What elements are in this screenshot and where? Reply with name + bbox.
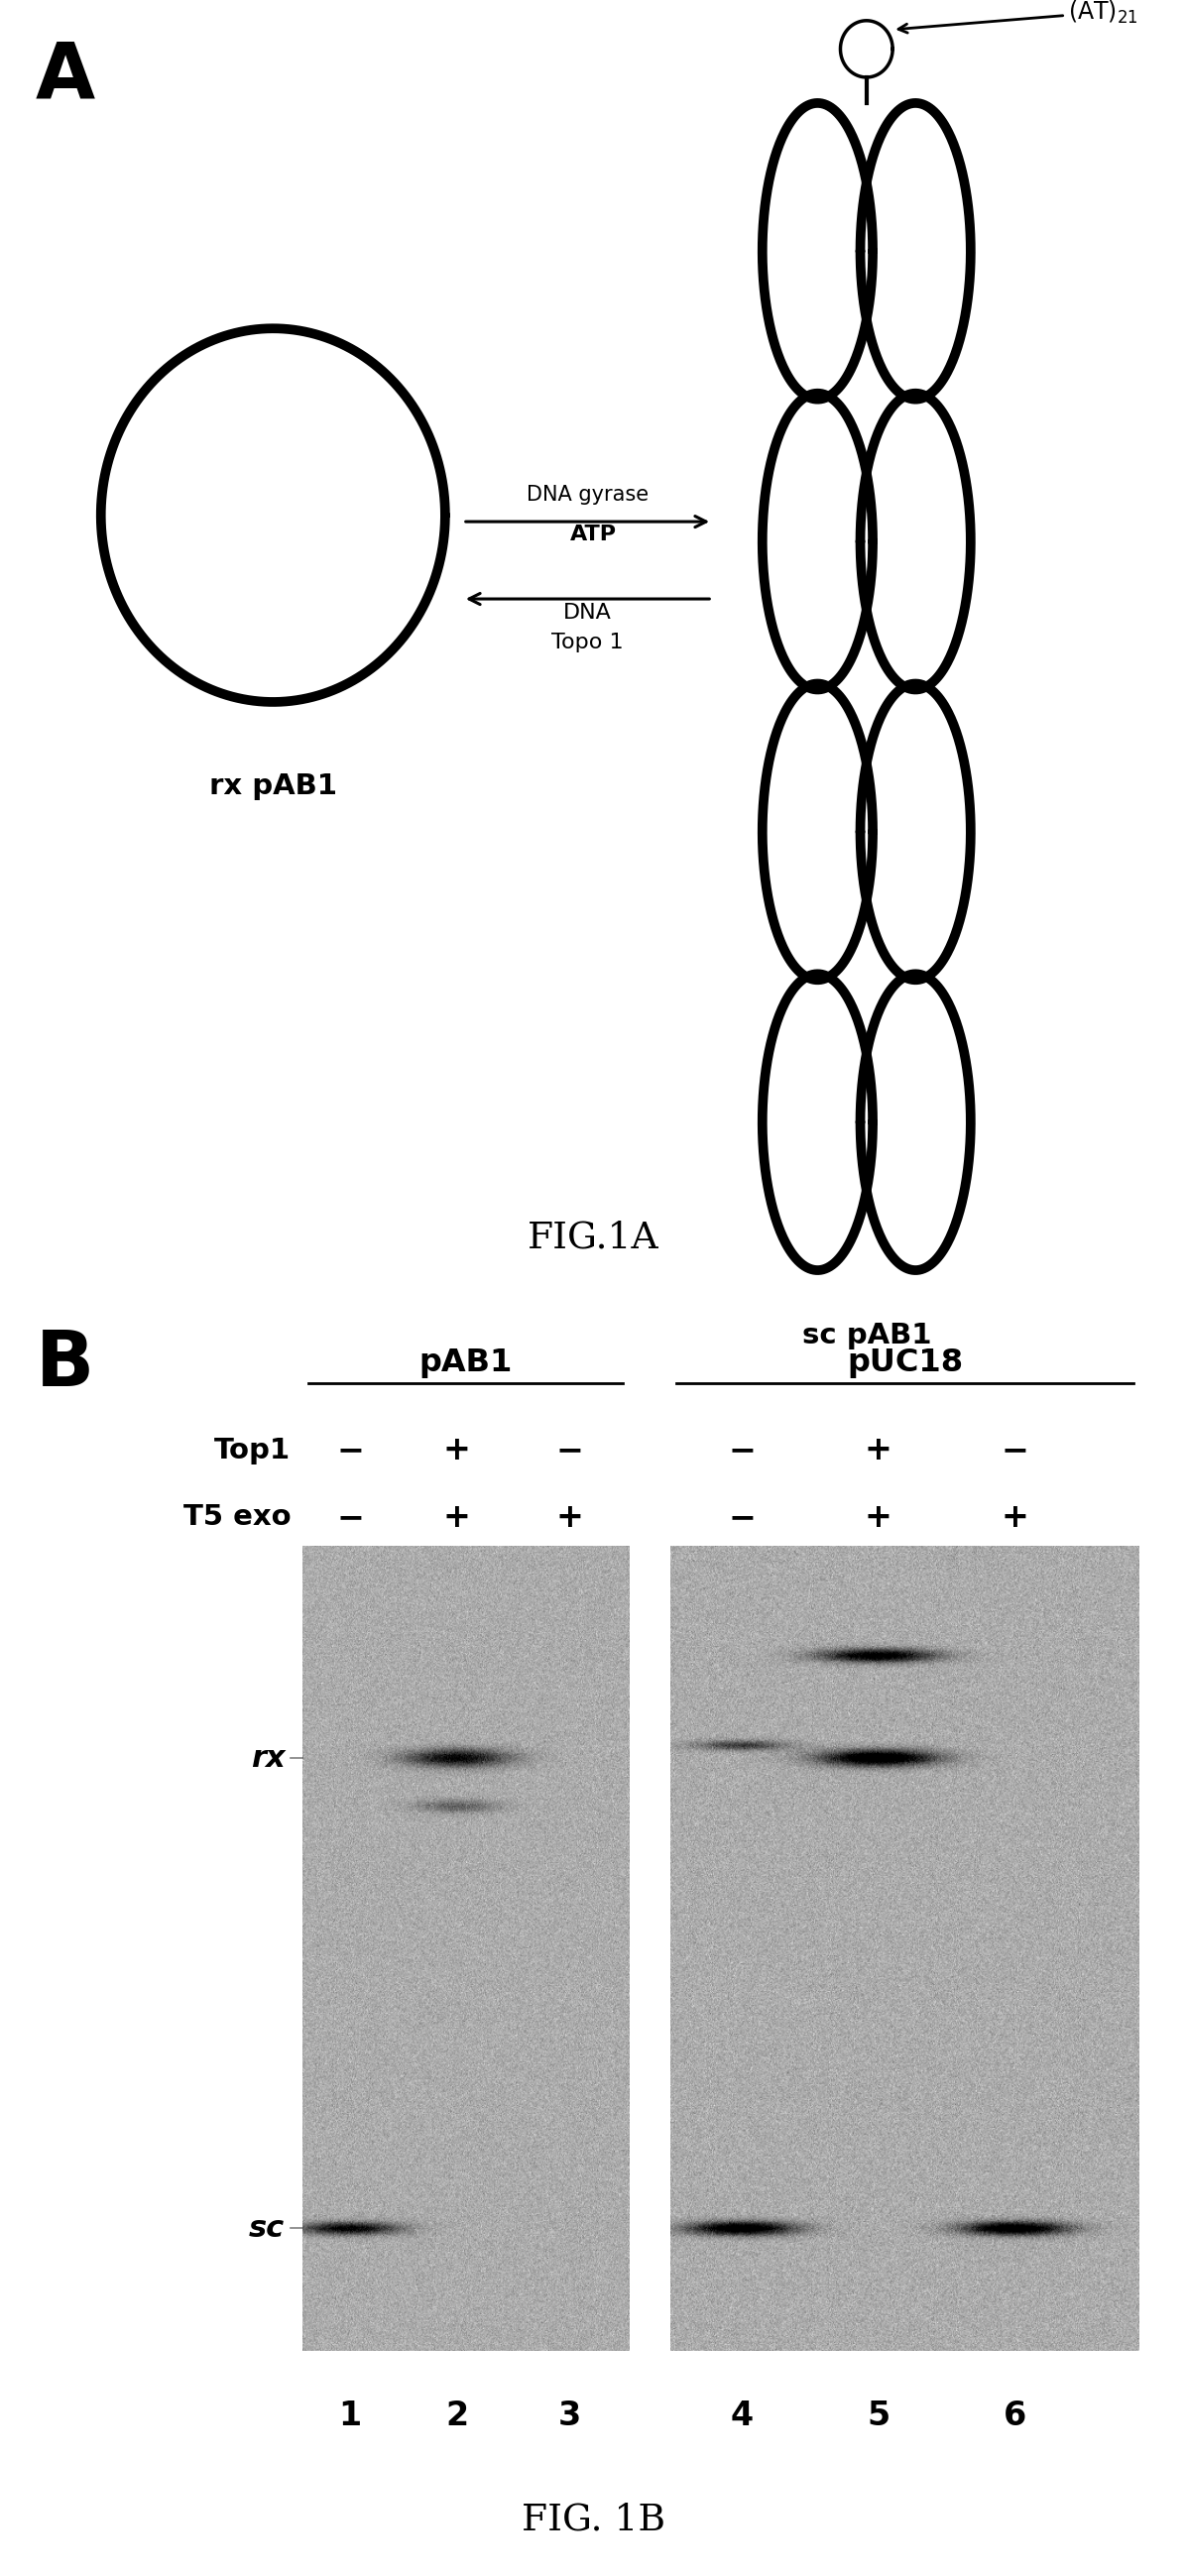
Text: −: − bbox=[728, 1435, 756, 1466]
Text: sc: sc bbox=[249, 2213, 285, 2244]
Text: FIG.1A: FIG.1A bbox=[528, 1221, 659, 1257]
Text: −: − bbox=[1001, 1435, 1029, 1466]
Text: DNA gyrase: DNA gyrase bbox=[527, 484, 648, 505]
Text: sc pAB1: sc pAB1 bbox=[801, 1321, 932, 1350]
Text: Topo 1: Topo 1 bbox=[552, 634, 623, 652]
Text: +: + bbox=[556, 1502, 584, 1533]
Text: −: − bbox=[556, 1435, 584, 1466]
Text: −: − bbox=[336, 1435, 364, 1466]
Text: A: A bbox=[36, 39, 95, 113]
Text: +: + bbox=[864, 1502, 893, 1533]
Text: ATP: ATP bbox=[570, 526, 617, 544]
Text: +: + bbox=[1001, 1502, 1029, 1533]
Text: +: + bbox=[443, 1502, 471, 1533]
Text: 5: 5 bbox=[867, 2401, 890, 2432]
Text: 3: 3 bbox=[558, 2401, 582, 2432]
Text: rx pAB1: rx pAB1 bbox=[209, 773, 337, 801]
Text: 4: 4 bbox=[730, 2401, 754, 2432]
Text: 1: 1 bbox=[338, 2401, 362, 2432]
Text: rx: rx bbox=[250, 1744, 285, 1772]
Text: 2: 2 bbox=[445, 2401, 469, 2432]
Text: −: − bbox=[728, 1502, 756, 1533]
Text: +: + bbox=[443, 1435, 471, 1466]
Text: +: + bbox=[864, 1435, 893, 1466]
Text: T5 exo: T5 exo bbox=[183, 1504, 291, 1530]
Text: Top1: Top1 bbox=[215, 1437, 291, 1463]
Text: B: B bbox=[36, 1327, 94, 1401]
Text: pAB1: pAB1 bbox=[419, 1347, 513, 1378]
Text: (AT)$_{21}$: (AT)$_{21}$ bbox=[899, 0, 1138, 33]
Text: 6: 6 bbox=[1003, 2401, 1027, 2432]
Text: DNA: DNA bbox=[564, 603, 611, 623]
Text: −: − bbox=[336, 1502, 364, 1533]
Text: pUC18: pUC18 bbox=[848, 1347, 963, 1378]
Text: FIG. 1B: FIG. 1B bbox=[521, 2501, 666, 2537]
